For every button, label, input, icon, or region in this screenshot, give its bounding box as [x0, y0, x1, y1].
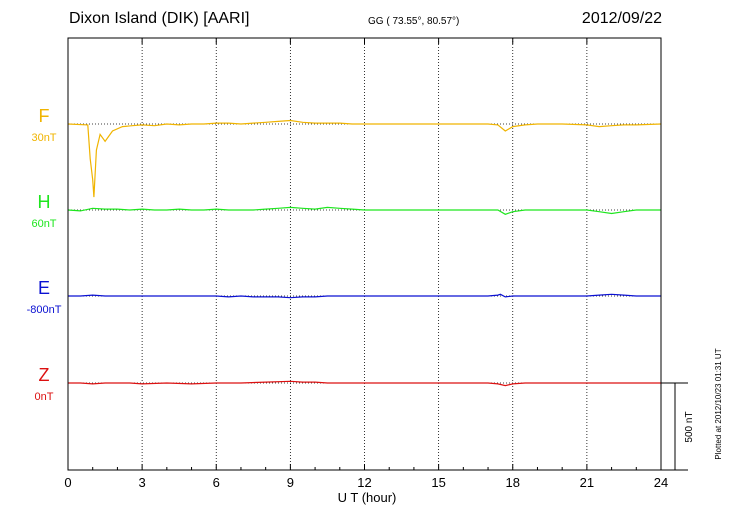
series-baseline-Z: 0nT — [35, 391, 54, 403]
series-name-Z: Z — [39, 365, 50, 385]
x-tick-label-18: 18 — [506, 475, 520, 490]
series-name-F: F — [39, 106, 50, 126]
series-baseline-F: 30nT — [31, 132, 56, 144]
series-lines — [67, 119, 662, 387]
geographic-coordinates: GG ( 73.55°, 80.57°) — [368, 16, 460, 27]
x-tick-label-15: 15 — [431, 475, 445, 490]
series-line-F — [67, 119, 662, 198]
scale-bar-label: 500 nT — [684, 411, 695, 442]
x-tick-label-24: 24 — [654, 475, 668, 490]
grid — [141, 38, 588, 470]
x-axis-label: U T (hour) — [338, 490, 397, 505]
x-tick-label-9: 9 — [287, 475, 294, 490]
x-tick-label-21: 21 — [580, 475, 594, 490]
x-tick-label-0: 0 — [64, 475, 71, 490]
plotted-timestamp: Plotted at 2012/10/23 01:31 UT — [714, 348, 723, 459]
series-line-Z — [68, 380, 661, 387]
x-tick-label-12: 12 — [357, 475, 371, 490]
scale-bar: 500 nT — [661, 382, 695, 471]
series-name-H: H — [38, 192, 51, 212]
x-tick-label-3: 3 — [139, 475, 146, 490]
series-line-H — [67, 206, 661, 215]
plot-date: 2012/09/22 — [581, 10, 662, 27]
series-baseline-E: -800nT — [27, 304, 62, 316]
series-labels: F 30nT H 60nT E -800nT Z 0nT — [27, 106, 62, 403]
x-axis-ticks: 0 3 6 9 12 15 18 21 24 — [64, 38, 668, 490]
series-name-E: E — [38, 278, 50, 298]
station-title: Dixon Island (DIK) [AARI] — [69, 10, 250, 27]
series-line-E — [68, 293, 661, 299]
series-baseline-H: 60nT — [31, 218, 56, 230]
x-tick-label-6: 6 — [213, 475, 220, 490]
